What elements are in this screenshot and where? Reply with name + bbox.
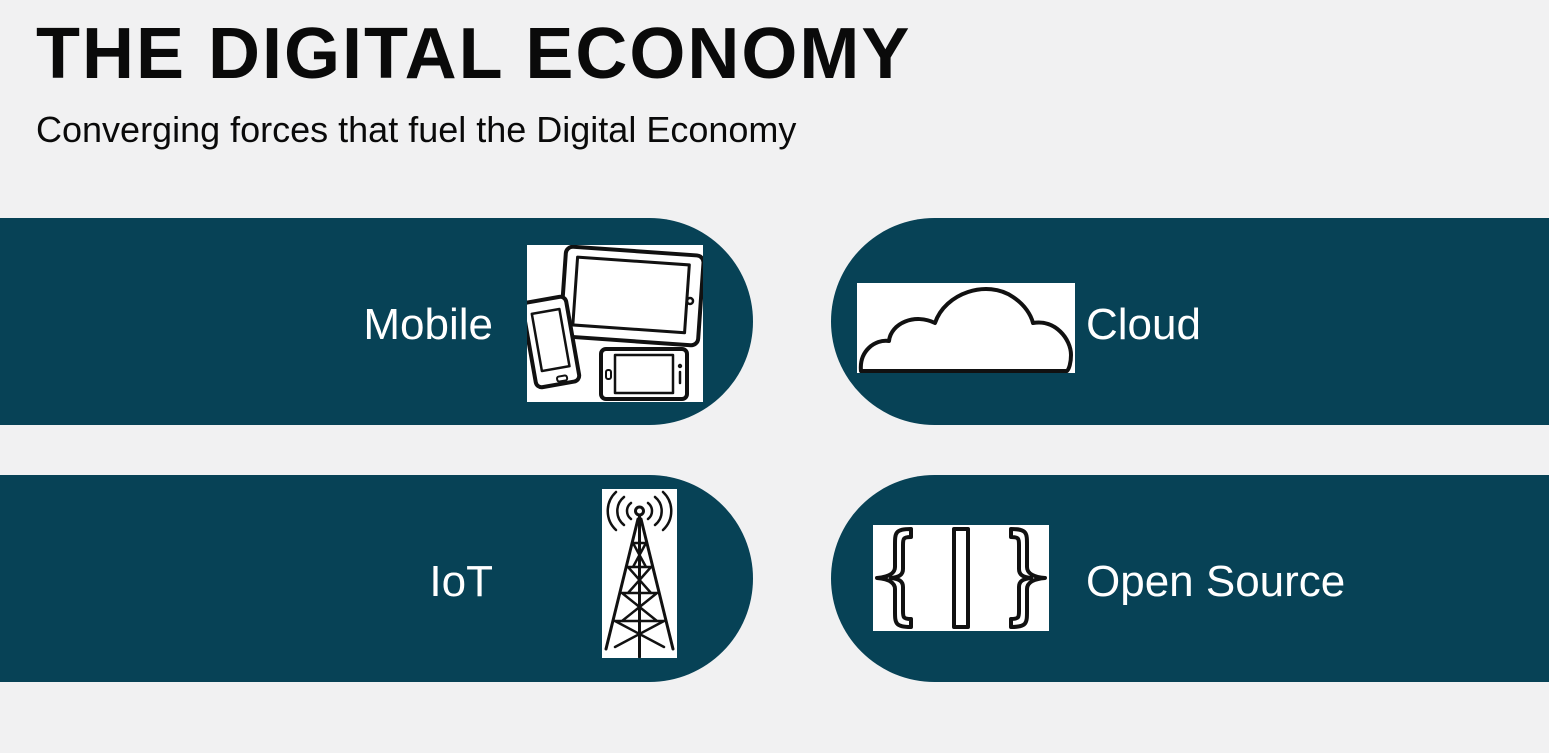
- cloud-icon: [857, 283, 1075, 373]
- open-source-label: Open Source: [1086, 557, 1346, 606]
- page-subtitle: Converging forces that fuel the Digital …: [36, 109, 797, 150]
- curly-braces-icon: [873, 525, 1049, 631]
- open-source-pill: Open Source: [831, 475, 1549, 682]
- mobile-pill: Mobile: [0, 218, 753, 425]
- iot-pill: IoT: [0, 475, 753, 682]
- page-title: THE DIGITAL ECONOMY: [36, 14, 912, 94]
- cloud-label: Cloud: [1086, 300, 1201, 349]
- antenna-tower-icon: [602, 489, 677, 658]
- mobile-label: Mobile: [363, 300, 493, 349]
- cloud-pill: Cloud: [831, 218, 1549, 425]
- iot-label: IoT: [429, 557, 493, 606]
- mobile-devices-icon: [527, 245, 703, 402]
